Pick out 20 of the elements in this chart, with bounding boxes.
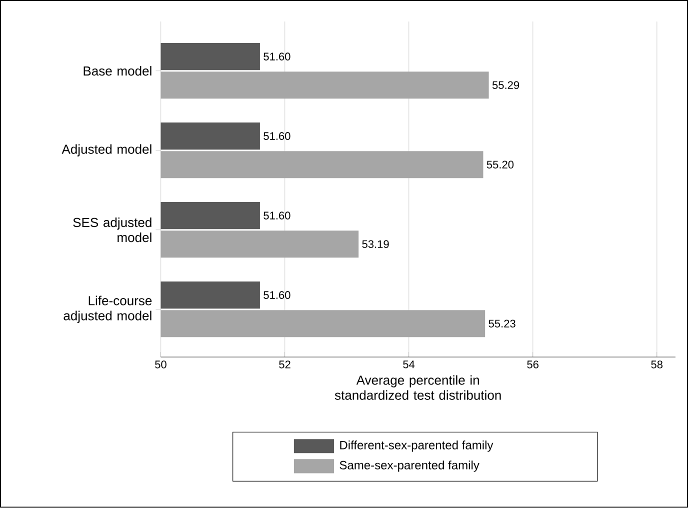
y-tick-label: Life-course adjusted model [64, 296, 152, 324]
data-label: 51.60 [264, 52, 290, 61]
data-label: 53.19 [362, 240, 389, 248]
y-tick-label: SES adjusted model [73, 218, 152, 242]
x-axis-title: Average percentile in standardized test distribution [334, 375, 501, 400]
x-tick-label: 54 [403, 360, 415, 368]
legend-label: Same-sex-parented family [340, 460, 480, 472]
data-label: 55.20 [486, 160, 514, 169]
data-label: 51.60 [264, 132, 290, 140]
x-tick-label: 58 [651, 360, 663, 368]
data-label: 55.29 [492, 81, 520, 90]
data-label: 51.60 [264, 212, 290, 220]
legend-label: Different-sex-parented family [340, 440, 494, 452]
data-label: 51.60 [264, 291, 290, 300]
x-tick-label: 52 [279, 360, 290, 368]
x-tick-label: 50 [155, 360, 166, 368]
data-label: 55.23 [488, 320, 516, 328]
y-tick-label: Base model [84, 66, 152, 76]
x-tick-label: 56 [527, 360, 538, 368]
y-tick-label: Adjusted model [62, 144, 152, 157]
